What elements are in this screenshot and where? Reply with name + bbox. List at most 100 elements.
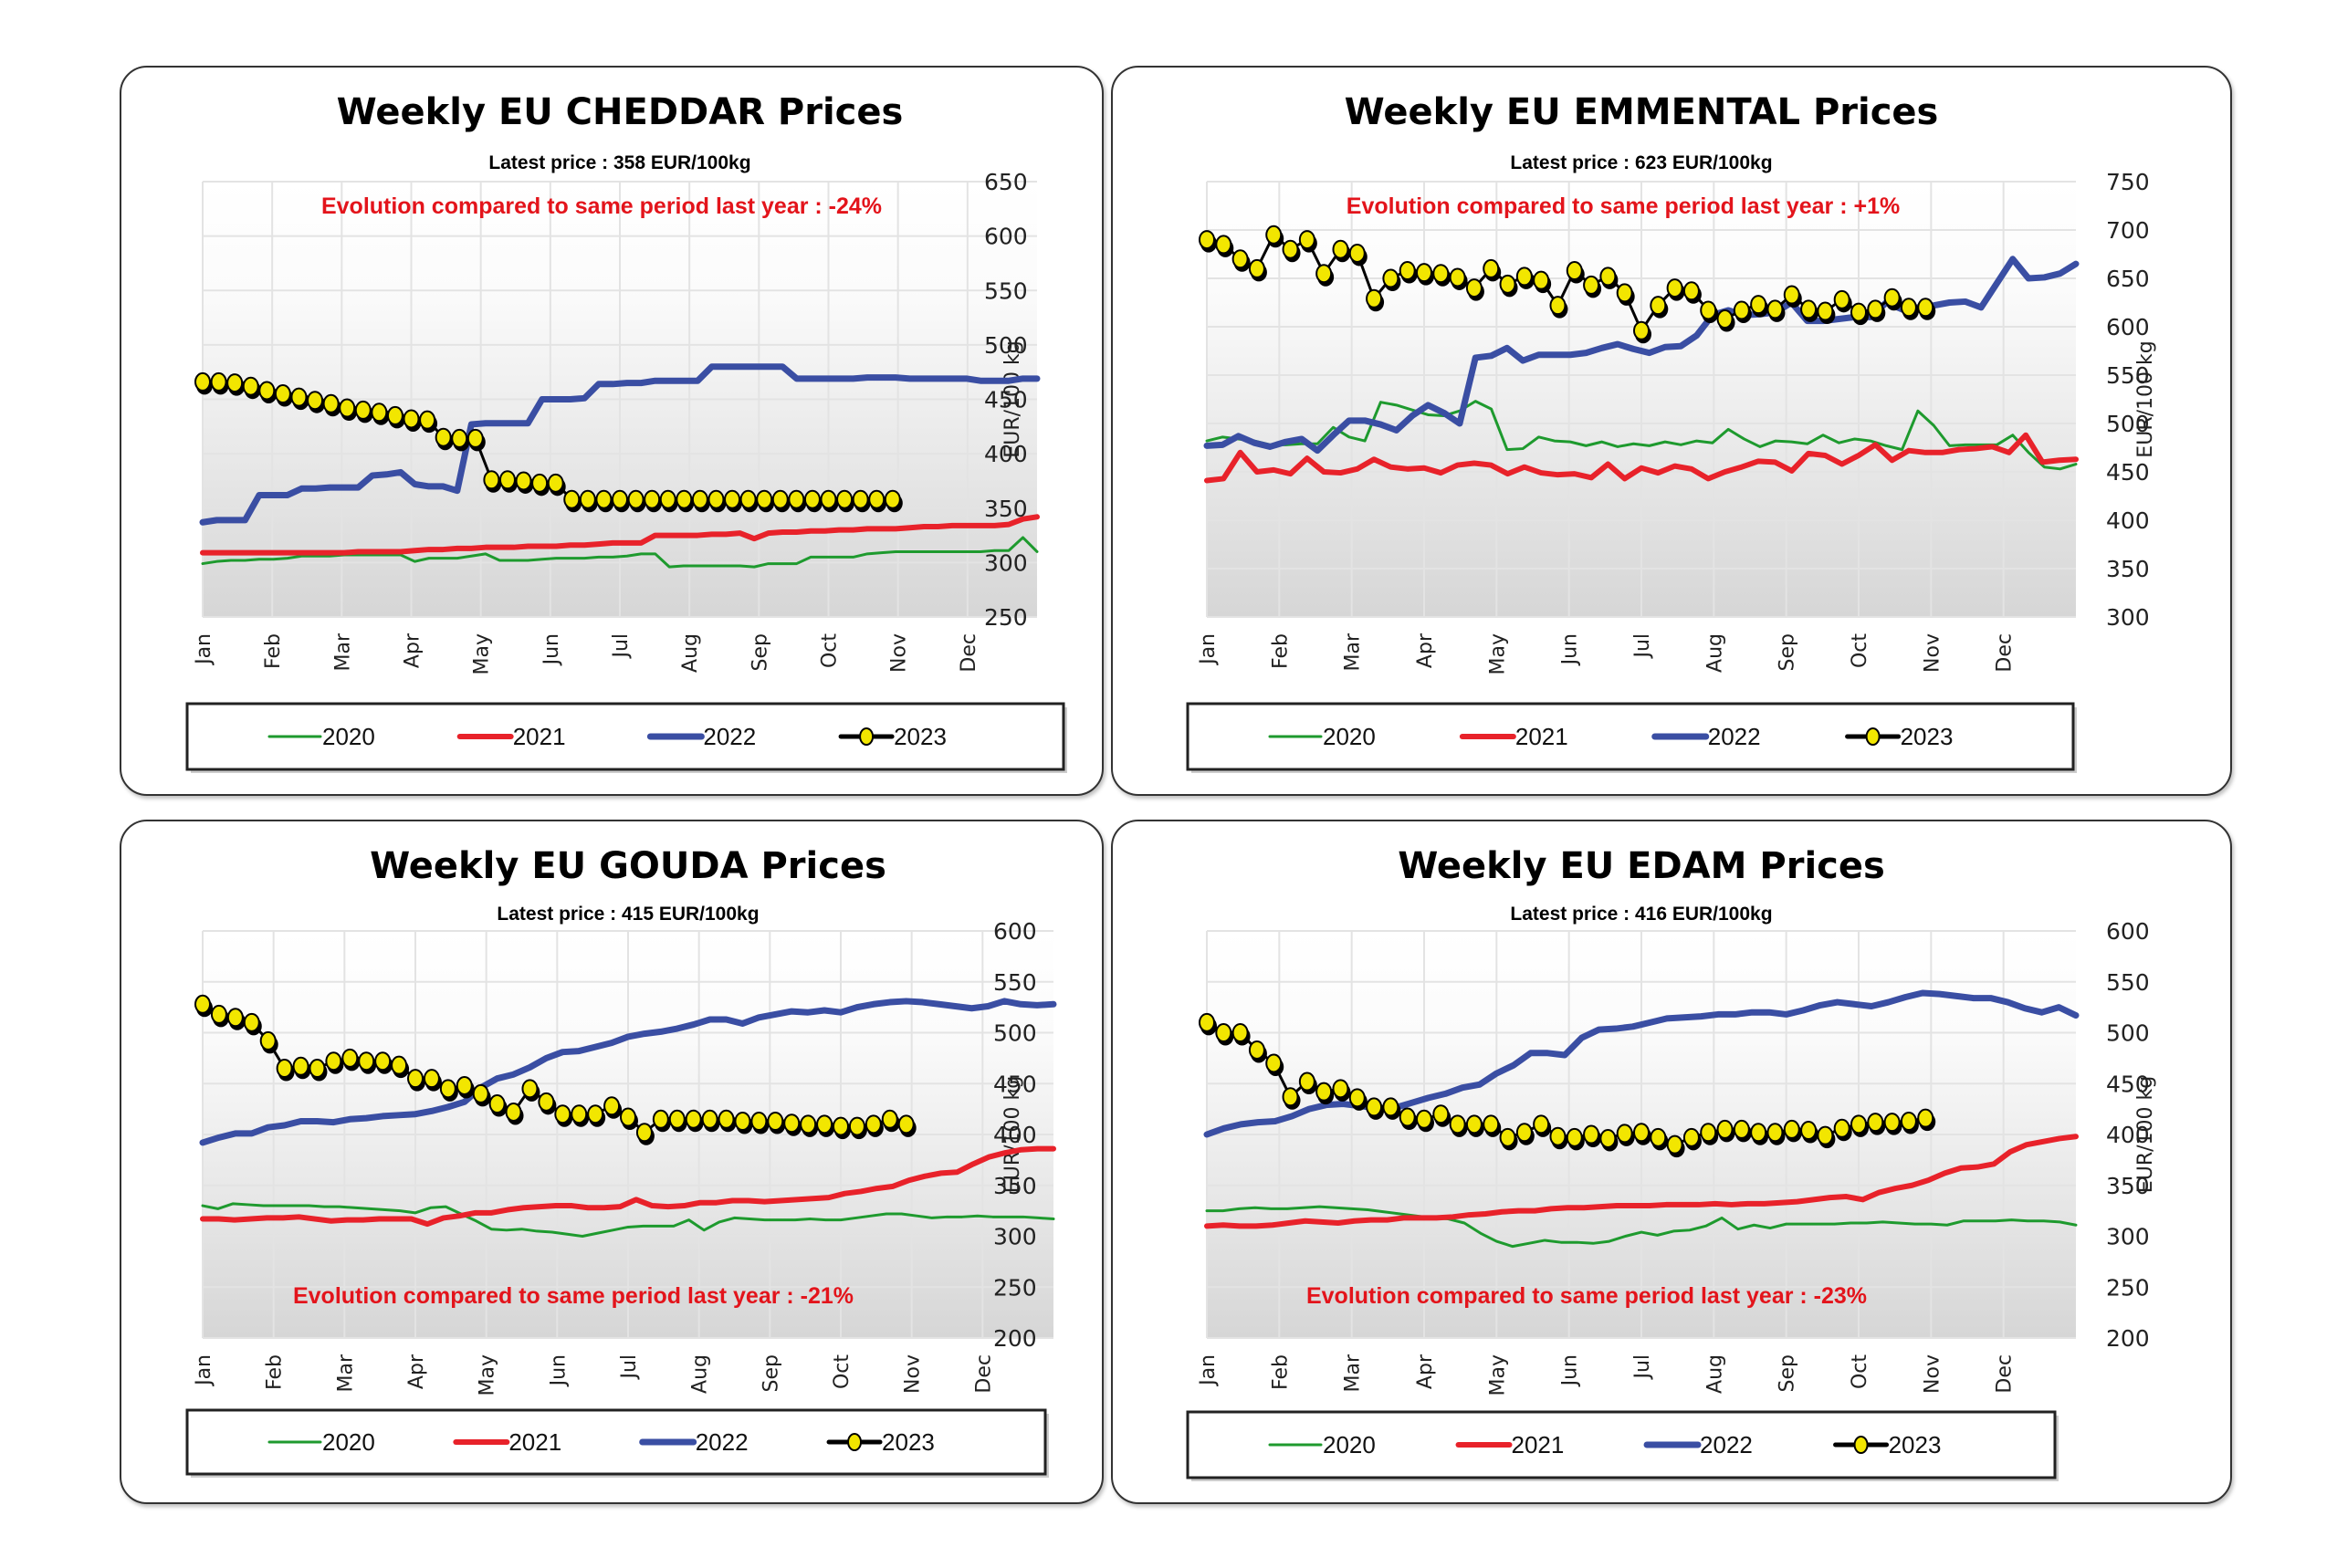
y-tick-label: 500 (2106, 1020, 2150, 1047)
x-tick-label: Jun (1559, 1354, 1582, 1387)
legend-label-2023: 2023 (1889, 1431, 1942, 1458)
y-tick-label: 450 (984, 387, 1028, 413)
data-point-2023 (258, 381, 276, 401)
x-tick-label: Jun (1559, 633, 1582, 666)
data-point-2023 (881, 1109, 898, 1129)
data-point-2023 (1817, 301, 1834, 321)
data-point-2023 (1800, 299, 1818, 319)
data-point-2023 (800, 1114, 817, 1134)
data-point-2023 (612, 489, 628, 509)
data-point-2023 (1315, 264, 1333, 284)
data-point-2023 (1432, 264, 1450, 284)
data-point-2023 (701, 1109, 718, 1129)
data-point-2023 (750, 1112, 768, 1132)
data-point-2023 (309, 1059, 326, 1079)
data-point-2023 (276, 1059, 293, 1079)
data-point-2023 (1867, 1113, 1884, 1133)
data-point-2023 (1716, 309, 1734, 329)
x-tick-label: Dec (1994, 1354, 2017, 1394)
data-point-2023 (579, 489, 596, 509)
data-point-2023 (1633, 1123, 1650, 1143)
data-point-2023 (563, 489, 581, 509)
x-tick-label: Nov (1921, 633, 1944, 673)
series-line-2021 (1204, 1134, 2079, 1229)
x-tick-label: Mar (331, 632, 354, 671)
y-tick-label: 650 (984, 169, 1028, 195)
series-line-2021 (1204, 432, 2079, 484)
legend-label-2020: 2020 (1323, 723, 1376, 750)
data-point-2023 (1315, 1082, 1333, 1102)
y-tick-label: 700 (2106, 217, 2150, 244)
x-tick-label: Mar (1342, 632, 1365, 671)
data-point-2023 (226, 373, 244, 393)
data-point-2023 (685, 1109, 702, 1129)
data-point-2023 (587, 1104, 604, 1124)
data-point-2023 (194, 371, 211, 392)
data-point-2023 (439, 1079, 456, 1099)
data-point-2023 (242, 376, 259, 396)
data-point-2023 (1449, 1114, 1466, 1134)
x-tick-label: Feb (264, 1354, 287, 1390)
x-tick-label: May (477, 1354, 499, 1396)
data-point-2023 (1833, 289, 1850, 309)
y-tick-label: 550 (993, 969, 1037, 996)
x-tick-label: Dec (958, 633, 980, 673)
data-point-2023 (505, 1102, 522, 1122)
data-point-2023 (488, 1094, 506, 1114)
y-tick-label: 600 (2106, 918, 2150, 945)
y-tick-label: 450 (993, 1071, 1037, 1097)
x-tick-label: Aug (689, 1354, 712, 1394)
x-tick-label: Jan (193, 1354, 215, 1387)
data-point-2023 (1733, 1119, 1750, 1139)
data-point-2023 (897, 1114, 915, 1134)
data-point-2023 (884, 489, 901, 509)
data-point-2023 (371, 402, 388, 423)
data-point-2023 (386, 405, 403, 425)
data-point-2023 (339, 398, 356, 418)
data-point-2023 (1265, 225, 1283, 245)
data-point-2023 (1750, 295, 1767, 315)
data-point-2023 (724, 489, 741, 509)
data-point-2023 (652, 1109, 669, 1129)
legend-marker-2023 (859, 727, 875, 746)
data-point-2023 (767, 1112, 784, 1132)
data-point-2023 (419, 410, 436, 430)
data-point-2023 (1248, 1040, 1265, 1060)
data-point-2023 (1282, 1087, 1299, 1107)
data-point-2023 (274, 384, 291, 404)
series-line-2020 (1205, 1205, 2078, 1249)
data-point-2023 (1583, 1124, 1600, 1145)
cheddar-chart: Weekly EU CHEDDAR Prices Latest price : 3… (185, 91, 1067, 773)
x-tick-label: Feb (262, 633, 285, 669)
data-point-2023 (1549, 1126, 1567, 1146)
y-axis-label: EUR/100 kg (1001, 1076, 1024, 1193)
y-axis-label: EUR/100 kg (2134, 340, 2157, 457)
data-point-2023 (1800, 1121, 1818, 1141)
data-point-2023 (210, 371, 227, 392)
data-point-2023 (259, 1030, 277, 1051)
data-point-2023 (1766, 1123, 1784, 1143)
data-point-2023 (816, 1114, 833, 1134)
legend-label-2020: 2020 (322, 723, 375, 750)
data-point-2023 (1199, 1012, 1215, 1032)
data-point-2023 (341, 1048, 359, 1068)
x-tick-label: Aug (1703, 1354, 1726, 1394)
latest-price: Latest price : 416 EUR/100kg (1510, 904, 1772, 925)
chart-card-emmental: Weekly EU EMMENTAL Prices Latest price : … (1111, 66, 2232, 796)
data-point-2023 (407, 1069, 424, 1089)
y-tick-label: 200 (993, 1325, 1037, 1352)
y-tick-label: 550 (2106, 969, 2150, 996)
data-point-2023 (868, 489, 886, 509)
x-tick-label: Aug (1703, 633, 1726, 673)
legend-marker-2023 (1853, 1436, 1869, 1454)
data-point-2023 (1332, 1079, 1349, 1099)
legend-box (185, 702, 1065, 771)
data-point-2023 (668, 1109, 686, 1129)
y-tick-label: 400 (993, 1122, 1037, 1148)
x-tick-label: Jan (193, 633, 215, 666)
y-tick-label: 550 (984, 277, 1028, 304)
y-tick-label: 250 (2106, 1274, 2150, 1301)
x-tick-label: Sep (760, 1354, 782, 1392)
data-point-2023 (1382, 268, 1399, 288)
x-tick-label: Apr (1414, 1354, 1437, 1389)
